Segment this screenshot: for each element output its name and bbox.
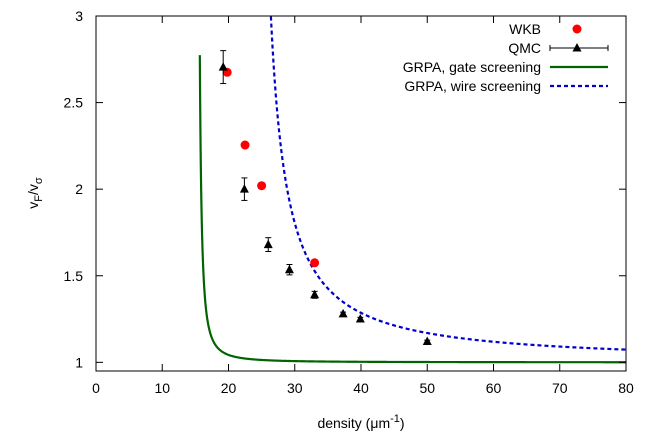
- wkb-point: [257, 181, 267, 191]
- x-tick-label: 80: [618, 380, 634, 396]
- y-tick-label: 1.5: [64, 268, 84, 284]
- x-tick-label: 20: [221, 380, 237, 396]
- x-tick-label: 50: [419, 380, 435, 396]
- qmc-point: [310, 289, 320, 299]
- y-tick-label: 3: [75, 8, 83, 24]
- qmc-point: [422, 336, 432, 346]
- y-axis-label: vF/vσ: [25, 177, 45, 209]
- curves-layer: [198, 16, 626, 364]
- x-tick-label: 40: [353, 380, 369, 396]
- x-axis-label: density (μm-1): [317, 413, 404, 431]
- legend-wkb-marker: [572, 24, 582, 34]
- qmc-point: [355, 314, 365, 323]
- legend-label: WKB: [509, 21, 541, 37]
- qmc-point: [239, 184, 249, 193]
- x-tick-label: 0: [92, 380, 100, 396]
- legend-label: GRPA, gate screening: [403, 59, 541, 75]
- wkb-point: [240, 140, 250, 150]
- ticks-layer: 0 10 20 30 40 50 60 70 80 1 1.5 2 2.5 3: [64, 8, 634, 396]
- qmc-point: [338, 308, 348, 318]
- legend-label: QMC: [508, 40, 541, 56]
- x-tick-label: 60: [486, 380, 502, 396]
- gate-screening-curve: [198, 55, 626, 364]
- legend-qmc-marker: [572, 43, 582, 52]
- points-layer: [218, 50, 432, 346]
- y-tick-label: 1: [75, 354, 83, 370]
- wire-screening-curve: [269, 16, 626, 351]
- x-tick-label: 70: [552, 380, 568, 396]
- legend: WKB QMC GRPA, gate screening GRPA, wire scr…: [403, 21, 609, 94]
- x-tick-label: 30: [287, 380, 303, 396]
- qmc-point: [263, 239, 273, 249]
- y-tick-label: 2.5: [64, 95, 84, 111]
- qmc-point: [284, 264, 294, 274]
- legend-label: GRPA, wire screening: [404, 78, 541, 94]
- y-tick-label: 2: [75, 181, 83, 197]
- x-tick-label: 10: [154, 380, 170, 396]
- wkb-point: [310, 258, 320, 268]
- qmc-point: [218, 62, 228, 71]
